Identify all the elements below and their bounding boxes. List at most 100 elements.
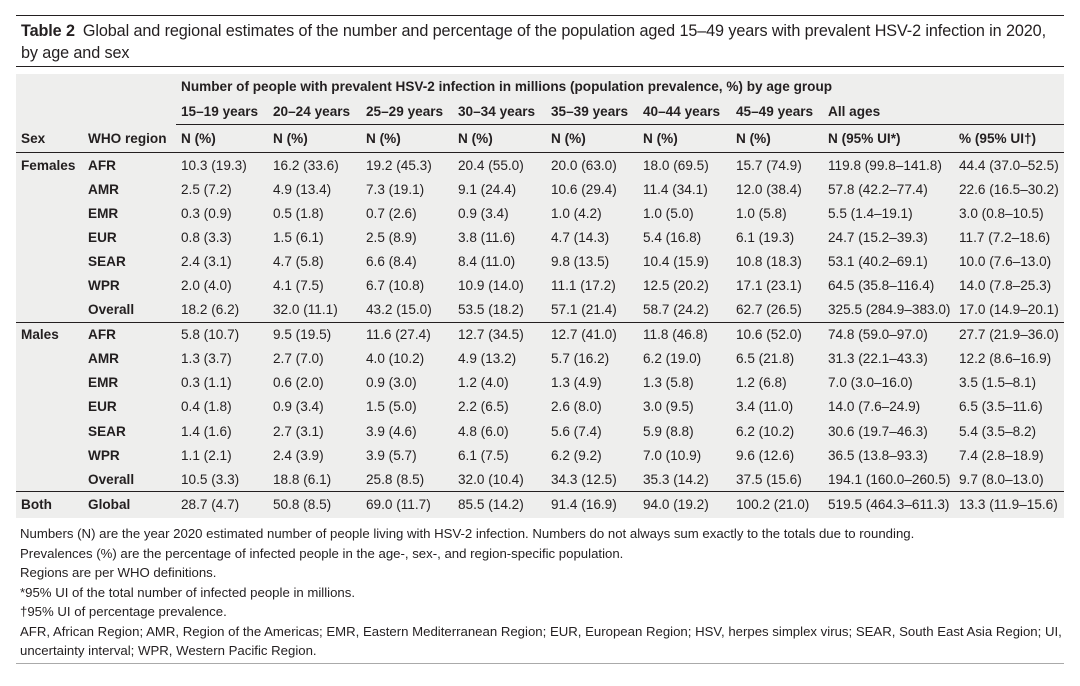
value-cell: 85.5 (14.2)	[453, 491, 546, 517]
value-cell: 4.1 (7.5)	[273, 278, 324, 294]
value-cell: 0.9 (3.0)	[366, 375, 417, 391]
region-cell: EUR	[88, 229, 117, 245]
value-cell: 31.3 (22.1–43.3)	[828, 351, 928, 367]
region-cell: EMR	[88, 205, 119, 221]
value-cell: 2.7 (7.0)	[273, 351, 324, 367]
value-cell: 11.4 (34.1)	[643, 181, 708, 197]
value-cell: 0.5 (1.8)	[273, 205, 324, 221]
value-cell: 7.4 (2.8–18.9)	[959, 447, 1044, 463]
bottom-divider	[16, 663, 1064, 664]
region-cell: AFR	[83, 321, 176, 347]
value-cell: 3.0 (9.5)	[643, 399, 694, 415]
table-row: Males AFR 5.8 (10.7) 9.5 (19.5) 11.6 (27.4) 1…	[16, 321, 1065, 347]
value-cell: 1.2 (4.0)	[458, 375, 509, 391]
value-cell: 74.8 (59.0–97.0)	[823, 321, 954, 347]
table-title: Table 2 Global and regional estimates of …	[21, 20, 1061, 64]
region-cell: EMR	[88, 375, 119, 391]
value-cell: 2.2 (6.5)	[458, 399, 509, 415]
value-cell: 0.6 (2.0)	[273, 375, 324, 391]
value-cell: 37.5 (15.6)	[736, 471, 802, 487]
value-cell: 11.1 (17.2)	[551, 278, 616, 294]
table-row: WPR 2.0 (4.0) 4.1 (7.5) 6.7 (10.8) 10.9 (14.…	[16, 273, 1064, 297]
value-cell: 1.5 (5.0)	[366, 399, 417, 415]
value-cell: 1.0 (5.8)	[736, 205, 787, 221]
table-row: EMR 0.3 (0.9) 0.5 (1.8) 0.7 (2.6) 0.9 (3.4) 1…	[16, 201, 1064, 225]
value-cell: 0.9 (3.4)	[458, 205, 509, 221]
table-footnotes: Numbers (N) are the year 2020 estimated …	[20, 524, 1064, 661]
col-header-unit: N (%)	[731, 124, 823, 153]
value-cell: 2.4 (3.9)	[273, 447, 324, 463]
col-header-unit: N (95% UI*)	[823, 124, 954, 153]
value-cell: 35.3 (14.2)	[643, 471, 709, 487]
age-group-header: 40–44 years	[638, 99, 731, 125]
sex-cell: Males	[16, 321, 83, 347]
value-cell: 6.7 (10.8)	[366, 278, 425, 294]
table-row: AMR 2.5 (7.2) 4.9 (13.4) 7.3 (19.1) 9.1 (24.…	[16, 177, 1064, 201]
value-cell: 3.4 (11.0)	[736, 399, 794, 415]
table-row: Females AFR 10.3 (19.3) 16.2 (33.6) 19.2 (45…	[16, 153, 1064, 178]
value-cell: 27.7 (21.9–36.0)	[954, 321, 1065, 347]
value-cell: 10.9 (14.0)	[458, 278, 524, 294]
value-cell: 194.1 (160.0–260.5)	[828, 471, 951, 487]
region-cell: SEAR	[88, 253, 126, 269]
table-row: AMR 1.3 (3.7) 2.7 (7.0) 4.0 (10.2) 4.9 (13.2…	[16, 347, 1064, 371]
age-group-header-all: All ages	[823, 99, 1065, 125]
col-header-unit: N (%)	[453, 124, 546, 153]
value-cell: 325.5 (284.9–383.0)	[828, 302, 951, 318]
footnote-line: Regions are per WHO definitions.	[20, 565, 217, 580]
col-header-unit: N (%)	[361, 124, 453, 153]
value-cell: 14.0 (7.8–25.3)	[959, 278, 1052, 294]
value-cell: 6.1 (19.3)	[736, 229, 795, 245]
value-cell: 17.0 (14.9–20.1)	[959, 302, 1059, 318]
sex-cell	[16, 177, 83, 201]
table-row: SEAR 1.4 (1.6) 2.7 (3.1) 3.9 (4.6) 4.8 (6.0)…	[16, 419, 1064, 443]
value-cell: 0.4 (1.8)	[181, 399, 232, 415]
sex-cell	[16, 201, 83, 225]
value-cell: 0.3 (0.9)	[181, 205, 232, 221]
footnote-line: *95% UI of the total number of infected …	[20, 584, 356, 600]
value-cell: 1.3 (3.7)	[181, 351, 232, 367]
value-cell: 6.6 (8.4)	[366, 253, 417, 269]
value-cell: 100.2 (21.0)	[731, 491, 823, 517]
value-cell: 28.7 (4.7)	[176, 491, 268, 517]
region-cell: WPR	[88, 447, 120, 463]
value-cell: 8.4 (11.0)	[458, 253, 516, 269]
region-cell: EUR	[88, 399, 117, 415]
value-cell: 62.7 (26.5)	[736, 302, 802, 318]
region-cell: Overall	[88, 302, 135, 318]
value-cell: 30.6 (19.7–46.3)	[828, 423, 928, 439]
value-cell: 1.5 (6.1)	[273, 229, 324, 245]
value-cell: 2.4 (3.1)	[181, 253, 232, 269]
value-cell: 10.5 (3.3)	[181, 471, 240, 487]
data-table-container: Number of people with prevalent HSV-2 in…	[16, 74, 1065, 518]
region-cell: SEAR	[88, 423, 126, 439]
value-cell: 18.2 (6.2)	[181, 302, 240, 318]
value-cell: 519.5 (464.3–611.3)	[823, 491, 954, 517]
header-row-units: Sex WHO region N (%) N (%) N (%) N (%) N…	[16, 124, 1065, 153]
value-cell: 3.9 (5.7)	[366, 447, 417, 463]
value-cell: 1.3 (5.8)	[643, 375, 694, 391]
footnote-line: †95% UI of percentage prevalence.	[20, 604, 227, 619]
value-cell: 64.5 (35.8–116.4)	[828, 278, 935, 294]
table-label: Table 2	[21, 22, 75, 40]
age-group-header: 45–49 years	[731, 99, 823, 125]
value-cell: 9.5 (19.5)	[268, 321, 361, 347]
value-cell: 5.7 (16.2)	[551, 351, 610, 367]
value-cell: 20.0 (63.0)	[551, 157, 617, 173]
col-header-unit: N (%)	[176, 124, 268, 153]
value-cell: 0.9 (3.4)	[273, 399, 324, 415]
value-cell: 17.1 (23.1)	[736, 278, 802, 294]
age-group-header: 15–19 years	[176, 99, 268, 125]
value-cell: 34.3 (12.5)	[551, 471, 617, 487]
value-cell: 58.7 (24.2)	[643, 302, 709, 318]
value-cell: 6.1 (7.5)	[458, 447, 509, 463]
value-cell: 57.8 (42.2–77.4)	[828, 181, 928, 197]
value-cell: 7.3 (19.1)	[366, 181, 425, 197]
value-cell: 50.8 (8.5)	[268, 491, 361, 517]
region-cell: Global	[83, 491, 176, 517]
table-row: Both Global 28.7 (4.7) 50.8 (8.5) 69.0 (11.7…	[16, 491, 1065, 517]
value-cell: 4.9 (13.2)	[458, 351, 517, 367]
value-cell: 43.2 (15.0)	[366, 302, 432, 318]
value-cell: 10.0 (7.6–13.0)	[959, 253, 1052, 269]
